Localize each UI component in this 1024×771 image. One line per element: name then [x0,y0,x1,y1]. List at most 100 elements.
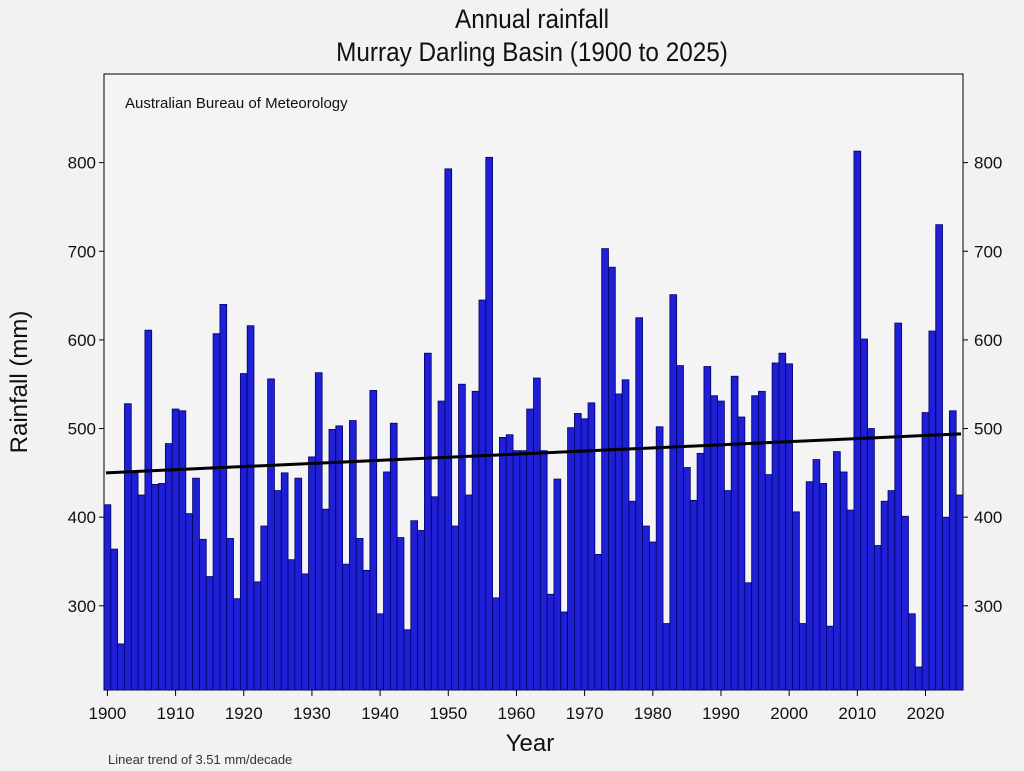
bar-1918 [226,538,234,691]
x-tick-label-2020: 2020 [907,704,945,723]
y-tick-label-right-800: 800 [974,154,1002,173]
bar-1965 [546,593,555,691]
y-tick-label-left-600: 600 [68,331,96,350]
bar-1904 [130,472,139,691]
bar-1985 [683,467,691,691]
bar-1901 [110,548,119,691]
bar-1905 [137,494,146,691]
bar-1914 [199,538,207,691]
bar-1929 [301,573,309,691]
bar-2007 [833,451,841,691]
chart-title: Annual rainfall [454,4,610,34]
bar-1937 [355,538,364,691]
bar-1959 [505,434,514,691]
bar-1953 [464,494,473,691]
bar-1970 [580,418,589,691]
bar-1986 [689,499,698,691]
bar-2021 [928,330,937,691]
bar-1976 [621,379,630,691]
bar-1941 [383,471,391,691]
bar-1943 [396,537,405,691]
y-tick-label-right-600: 600 [974,331,1002,350]
bar-1903 [124,403,132,691]
bar-1938 [362,569,371,691]
bar-2001 [792,511,800,691]
bar-1919 [233,598,241,691]
bar-1991 [723,490,732,691]
bar-2009 [846,509,855,691]
y-axis-label: Rainfall (mm) [6,311,33,454]
bar-1968 [567,427,575,691]
x-tick-label-1910: 1910 [157,704,195,723]
bar-1932 [321,508,330,691]
x-tick-label-2000: 2000 [770,704,808,723]
bar-1975 [614,393,623,691]
bar-2000 [785,363,793,691]
bar-1906 [144,329,153,691]
x-tick-label-1920: 1920 [225,704,263,723]
bar-1974 [608,266,616,691]
bar-1979 [642,525,650,691]
y-tick-label-left-700: 700 [68,242,96,261]
x-axis-label: Year [506,730,555,757]
bar-1958 [499,436,507,691]
bar-1978 [635,317,643,691]
bar-2016 [894,322,903,691]
bar-1972 [594,553,603,691]
x-tick-label-1930: 1930 [293,704,331,723]
y-tick-label-left-400: 400 [68,508,96,527]
bar-2006 [826,625,834,691]
bar-1973 [601,248,609,691]
bar-2018 [908,613,916,691]
bar-2013 [873,545,882,691]
bar-2020 [921,412,930,691]
chart-subtitle: Murray Darling Basin (1900 to 2025) [336,37,728,67]
bar-1962 [526,408,534,691]
bar-1957 [492,597,500,691]
x-tick-label-1990: 1990 [702,704,740,723]
bar-1942 [389,422,398,691]
bar-1949 [437,400,446,691]
y-tick-label-right-700: 700 [974,242,1002,261]
bar-1915 [205,576,214,691]
y-tick-label-right-500: 500 [974,420,1002,439]
bar-2022 [935,224,943,691]
bar-1987 [696,452,705,691]
x-tick-label-1940: 1940 [361,704,399,723]
y-tick-label-right-400: 400 [974,508,1002,527]
bar-1989 [710,395,718,691]
bar-1960 [512,450,521,691]
bar-1952 [458,383,466,691]
y-tick-label-left-300: 300 [68,597,96,616]
trend-note: Linear trend of 3.51 mm/decade [108,752,292,767]
bar-2024 [948,410,957,691]
bar-1940 [376,613,384,691]
bar-1928 [294,477,303,691]
bar-1992 [730,375,739,691]
bar-2011 [860,338,868,691]
bar-1927 [287,559,296,691]
bar-1995 [751,395,759,691]
bar-1971 [587,402,596,691]
bar-1911 [178,410,187,691]
bar-2002 [798,623,807,691]
bar-1951 [451,525,459,691]
bar-1967 [560,611,568,691]
bar-1998 [771,362,780,691]
bar-2014 [880,500,889,691]
bar-1948 [430,496,439,691]
bar-1944 [403,629,412,691]
bar-1931 [314,372,323,691]
bar-1982 [662,623,671,691]
bar-1981 [655,426,664,691]
bar-1922 [253,581,262,691]
bar-1921 [246,325,255,691]
bar-1939 [369,390,378,691]
bar-1955 [478,299,487,691]
bar-1920 [239,373,248,691]
bar-1994 [744,582,753,691]
bar-1913 [192,477,200,691]
trend-line-group [105,432,962,475]
bar-2008 [839,471,848,691]
